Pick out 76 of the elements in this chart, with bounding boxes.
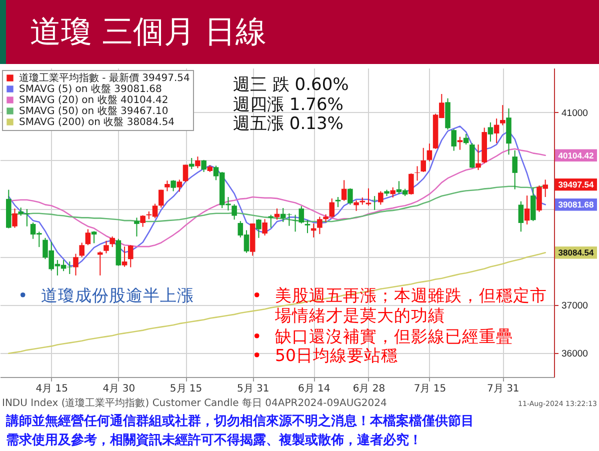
text: INDU Index (道瓊工業平均指數) Customer Candle 每日 04APR2024-09AUG2024 bbox=[2, 398, 387, 410]
y-tick-label: 41000 bbox=[562, 108, 588, 119]
data-label: 38084.54 bbox=[558, 248, 594, 258]
annotation: • 缺口還沒補實，但影線已經重疊 bbox=[252, 326, 513, 346]
annotation: 週四漲 1.76% bbox=[233, 94, 344, 114]
x-tick-label: 6月 14 bbox=[298, 384, 330, 394]
candlestick bbox=[158, 189, 164, 208]
candlestick bbox=[451, 128, 456, 152]
candlestick bbox=[201, 159, 206, 172]
annotation: 週五漲 0.13% bbox=[233, 114, 344, 134]
y-tick-label: 36000 bbox=[562, 348, 588, 360]
candlestick bbox=[85, 228, 91, 246]
candlestick bbox=[354, 200, 359, 212]
candlestick bbox=[304, 220, 310, 234]
candlestick bbox=[378, 190, 384, 206]
candlestick bbox=[348, 188, 353, 206]
data-label: 39081.68 bbox=[558, 200, 594, 210]
candlestick bbox=[268, 214, 274, 228]
candlestick bbox=[262, 218, 268, 236]
chart-title: 道瓊 三個月 日線 bbox=[30, 13, 267, 52]
candlestick bbox=[188, 158, 194, 170]
legend-label: SMAVG (20) on 收盤 40104.42 bbox=[19, 94, 168, 106]
candlestick bbox=[170, 180, 176, 192]
candlestick bbox=[518, 200, 524, 232]
legend-label: SMAVG (50) on 收盤 39467.10 bbox=[19, 105, 168, 117]
candlestick bbox=[104, 240, 109, 254]
candlestick bbox=[494, 118, 500, 144]
candlestick bbox=[524, 195, 530, 225]
candlestick bbox=[12, 208, 18, 228]
legend-label: 道瓊工業平均指數 - 最新價 39497.54 bbox=[19, 72, 190, 84]
candlestick bbox=[232, 204, 237, 220]
candlestick bbox=[470, 142, 475, 169]
candlestick bbox=[164, 180, 170, 192]
legend-label: SMAVG (200) on 收盤 38084.54 bbox=[19, 116, 175, 128]
candlestick bbox=[408, 172, 414, 196]
candlestick bbox=[476, 144, 481, 171]
candlestick bbox=[122, 246, 128, 268]
annotation: • 道瓊成份股逾半上漲 bbox=[18, 286, 194, 306]
x-tick-label: 7月 15 bbox=[414, 384, 446, 394]
candlestick bbox=[329, 198, 335, 218]
annotation: 週三 跌 0.60% bbox=[233, 75, 349, 95]
legend-label: SMAVG (5) on 收盤 39081.68 bbox=[19, 83, 162, 95]
candlestick bbox=[134, 217, 140, 237]
candlestick bbox=[317, 216, 322, 235]
candlestick bbox=[140, 214, 146, 228]
x-tick-label: 7月 31 bbox=[487, 384, 520, 394]
x-tick-label: 5月 31 bbox=[236, 384, 270, 394]
x-tick-label: 4月 15 bbox=[36, 384, 68, 394]
candlestick bbox=[420, 147, 426, 172]
candlestick bbox=[512, 150, 518, 190]
candlestick bbox=[335, 196, 341, 208]
candlestick bbox=[500, 104, 506, 126]
x-tick-label: 4月 30 bbox=[102, 384, 136, 394]
text: 39497.54 bbox=[558, 180, 594, 190]
candlestick bbox=[195, 156, 200, 169]
candlestick bbox=[128, 244, 134, 268]
x-tick-label: 5月 15 bbox=[170, 384, 202, 394]
text: 講師並無經營任何通信群組或社群，切勿相信來源不明之消息！本檔案檔僅供節目需求使用及參考，相關資訊未經許可不得揭露、複製或散佈，違者必究！ bbox=[6, 412, 475, 450]
candlestick bbox=[73, 253, 78, 276]
candlestick bbox=[488, 122, 494, 142]
candlestick bbox=[426, 143, 432, 162]
data-label: 40104.42 bbox=[558, 150, 594, 160]
candlestick bbox=[256, 218, 262, 238]
candlestick bbox=[341, 180, 347, 202]
x-tick-label: 6月 28 bbox=[352, 384, 386, 394]
candlestick bbox=[176, 179, 182, 192]
candlestick bbox=[110, 236, 115, 248]
candlestick bbox=[414, 166, 420, 182]
annotation: • 50日均線要站穩 bbox=[252, 346, 398, 366]
candlestick bbox=[79, 242, 84, 258]
candlestick bbox=[390, 186, 396, 198]
candlestick bbox=[91, 230, 97, 244]
candlestick bbox=[182, 164, 188, 183]
candlestick bbox=[372, 196, 378, 210]
y-tick-label: 37000 bbox=[562, 300, 588, 312]
candlestick bbox=[457, 136, 463, 150]
